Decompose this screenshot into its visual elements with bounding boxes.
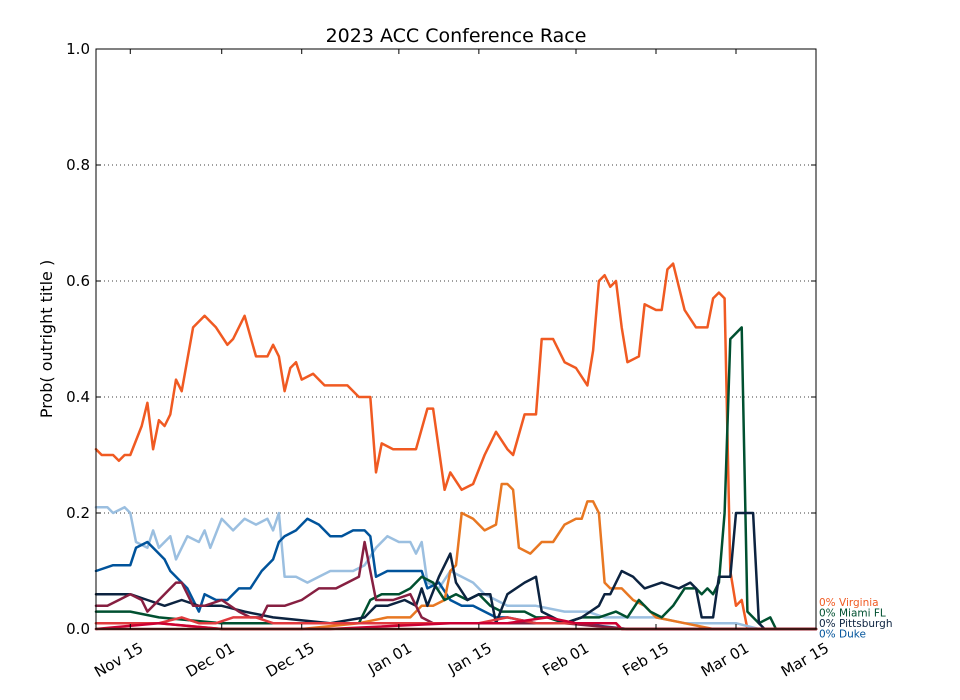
- series-line-3: [94, 482, 818, 631]
- x-tick-label: Nov 15: [91, 639, 146, 681]
- y-axis-label: Prob( outright title ): [37, 260, 56, 418]
- x-tick-label: Jan 01: [364, 639, 415, 679]
- plot-background: [96, 49, 816, 629]
- x-tick-label: Mar 15: [778, 639, 832, 681]
- chart-title: 2023 ACC Conference Race: [326, 25, 587, 47]
- series-line-6: [94, 540, 818, 631]
- series-line-2: [94, 517, 818, 631]
- series-group: [94, 262, 818, 631]
- x-tick-label: Jan 15: [444, 639, 495, 679]
- y-tick-label: 0.0: [66, 620, 90, 638]
- y-tick-label: 1.0: [66, 40, 90, 58]
- end-label: 0% Duke: [819, 629, 866, 641]
- x-tick-label: Dec 01: [183, 639, 238, 681]
- x-tick-label: Dec 15: [263, 639, 318, 681]
- x-tick-label: Feb 15: [619, 639, 672, 680]
- series-line-5: [94, 511, 818, 631]
- y-tick-label: 0.2: [66, 504, 90, 522]
- plot-frame: [95, 48, 817, 630]
- y-tick-label: 0.6: [66, 272, 90, 290]
- end-label: 0% Miami FL: [819, 608, 886, 620]
- series-line-0: [94, 262, 818, 631]
- x-tick-label: Mar 01: [698, 639, 752, 681]
- y-tick-label: 0.4: [66, 388, 90, 406]
- series-line-8: [94, 616, 818, 631]
- x-tick-label: Feb 01: [539, 639, 592, 680]
- y-axis: 0.0 0.2 0.4 0.6 0.8 1.0: [66, 40, 816, 638]
- end-label: 0% Virginia: [819, 597, 879, 609]
- y-tick-label: 0.8: [66, 156, 90, 174]
- end-label: 0% Pittsburgh: [819, 618, 893, 630]
